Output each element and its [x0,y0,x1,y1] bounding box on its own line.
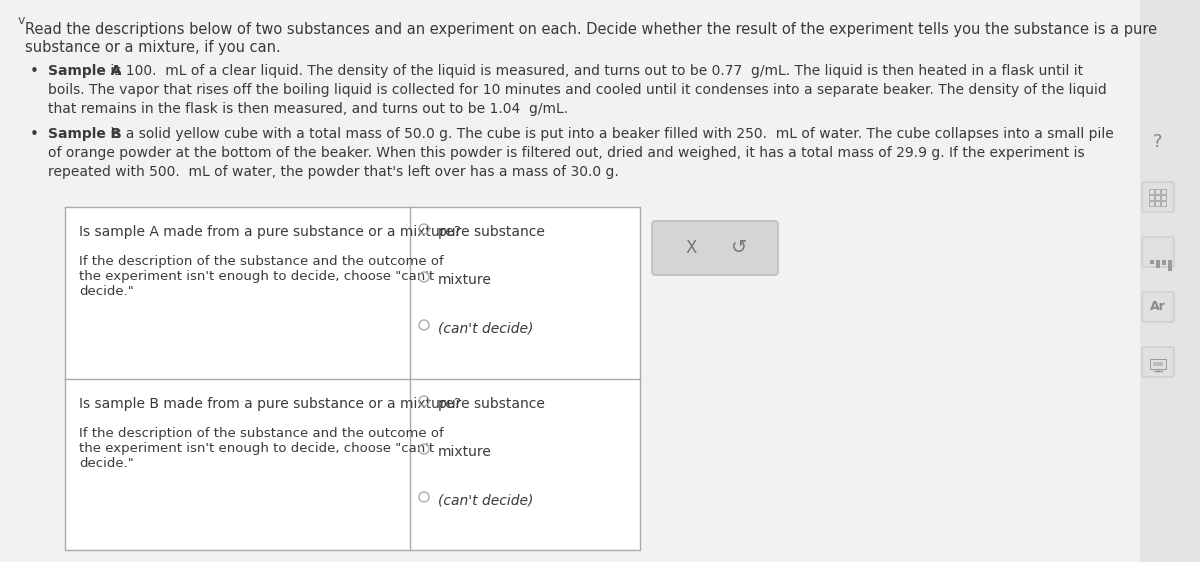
Text: of orange powder at the bottom of the beaker. When this powder is filtered out, : of orange powder at the bottom of the be… [48,146,1085,160]
Text: Sample A: Sample A [48,64,121,78]
Text: decide.": decide." [79,457,133,470]
Bar [1150,359,1166,369]
Bar [1154,189,1160,194]
Bar [1162,195,1166,200]
Text: is a solid yellow cube with a total mass of 50.0 g. The cube is put into a beake: is a solid yellow cube with a total mass… [106,127,1114,141]
Bar [1162,189,1166,194]
Text: Read the descriptions below of two substances and an experiment on each. Decide : Read the descriptions below of two subst… [25,22,1157,37]
Text: pure substance: pure substance [438,225,545,239]
Text: boils. The vapor that rises off the boiling liquid is collected for 10 minutes a: boils. The vapor that rises off the boil… [48,83,1106,97]
Bar [1150,195,1154,200]
Text: •: • [30,64,38,79]
Bar [1140,0,1200,562]
Text: substance or a mixture, if you can.: substance or a mixture, if you can. [25,40,281,55]
Bar [1150,260,1154,264]
Text: is 100.  mL of a clear liquid. The density of the liquid is measured, and turns : is 100. mL of a clear liquid. The densit… [106,64,1084,78]
Text: (can't decide): (can't decide) [438,493,533,507]
Bar [1150,201,1154,206]
Text: repeated with 500.  mL of water, the powder that's left over has a mass of 30.0 : repeated with 500. mL of water, the powd… [48,165,619,179]
FancyBboxPatch shape [1142,237,1174,267]
Text: decide.": decide." [79,285,133,298]
FancyBboxPatch shape [1142,182,1174,212]
Bar [1153,362,1163,366]
Text: (can't decide): (can't decide) [438,321,533,335]
Bar [65,207,640,550]
Text: If the description of the substance and the outcome of: If the description of the substance and … [79,427,444,440]
Bar [1162,201,1166,206]
Text: v: v [18,14,25,27]
Bar [1156,260,1160,268]
Bar [1168,260,1172,271]
Bar [1154,195,1160,200]
FancyBboxPatch shape [1142,347,1174,377]
Text: •: • [30,127,38,142]
Text: If the description of the substance and the outcome of: If the description of the substance and … [79,255,444,268]
Text: Sample B: Sample B [48,127,121,141]
FancyBboxPatch shape [1142,292,1174,322]
Text: ↺: ↺ [731,238,748,257]
Text: Is sample B made from a pure substance or a mixture?: Is sample B made from a pure substance o… [79,397,461,411]
Text: mixture: mixture [438,445,492,459]
Text: ?: ? [1153,133,1163,151]
Text: X: X [685,239,697,257]
Text: pure substance: pure substance [438,397,545,411]
Text: that remains in the flask is then measured, and turns out to be 1.04  g/mL.: that remains in the flask is then measur… [48,102,568,116]
Bar [1150,189,1154,194]
Text: the experiment isn't enough to decide, choose "can't: the experiment isn't enough to decide, c… [79,442,434,455]
Text: mixture: mixture [438,273,492,287]
Bar [1162,260,1166,265]
Bar [1154,201,1160,206]
Text: Ar: Ar [1150,301,1166,314]
Text: the experiment isn't enough to decide, choose "can't: the experiment isn't enough to decide, c… [79,270,434,283]
FancyBboxPatch shape [652,221,778,275]
Text: Is sample A made from a pure substance or a mixture?: Is sample A made from a pure substance o… [79,225,461,239]
